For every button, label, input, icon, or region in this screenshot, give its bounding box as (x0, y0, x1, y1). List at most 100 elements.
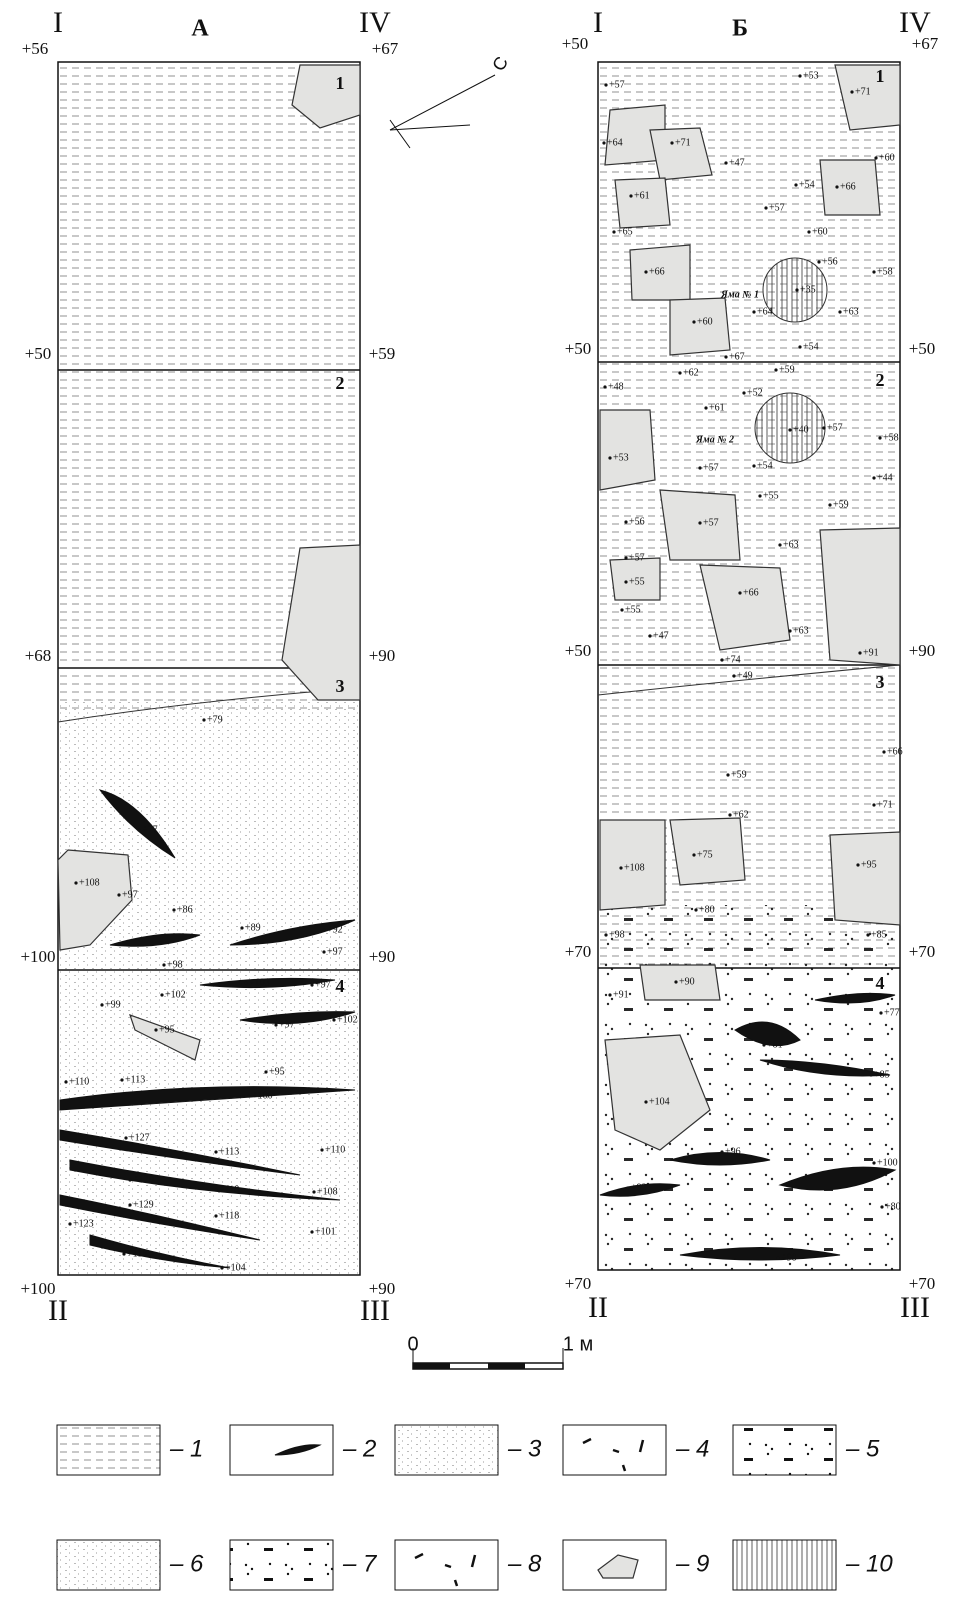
point-marker (220, 1266, 224, 1270)
legend-swatch (732, 1424, 837, 1476)
point-elevation: +61 (634, 190, 650, 201)
point-marker (160, 993, 164, 997)
point-marker (807, 230, 811, 234)
point-elevation: +64 (757, 306, 773, 317)
point-marker (879, 1011, 883, 1015)
point-elevation: +123 (73, 1218, 94, 1229)
point-elevation: +85 (874, 1069, 890, 1080)
point-elevation: +98 (167, 959, 183, 970)
elevation-label: +100 (20, 1279, 55, 1298)
pit-label: Яма № 2 (695, 434, 734, 445)
point-elevation: +110 (325, 1144, 345, 1155)
layer-number: 2 (336, 373, 345, 393)
panel-b-drawing (597, 61, 901, 1271)
point-marker (644, 270, 648, 274)
point-marker (752, 464, 756, 468)
point-marker (124, 1136, 128, 1140)
point-elevation: +54 (757, 460, 773, 471)
point-marker (602, 141, 606, 145)
scale-label: 1 м (563, 1333, 593, 1355)
point-elevation: +100 (877, 1157, 898, 1168)
point-marker (724, 355, 728, 359)
panel-title: А (191, 16, 209, 42)
corner-label: II (48, 1294, 68, 1327)
point-elevation: +129 (133, 1174, 154, 1185)
point-elevation: +118 (219, 1184, 239, 1195)
point-marker (247, 1094, 251, 1098)
point-marker (240, 926, 244, 930)
point-elevation: +60 (879, 152, 895, 163)
point-elevation: +96 (725, 1146, 741, 1157)
point-elevation: +60 (697, 316, 713, 327)
point-elevation: +53 (613, 452, 629, 463)
point-elevation: +91 (613, 989, 629, 1000)
point-elevation: +101 (315, 1226, 336, 1237)
point-elevation: +90 (679, 976, 695, 987)
elevation-label: +59 (369, 344, 396, 363)
elevation-label: +67 (372, 39, 399, 58)
point-marker (214, 1214, 218, 1218)
point-elevation: +58 (877, 266, 893, 277)
point-marker (128, 1203, 132, 1207)
point-marker (795, 288, 799, 292)
point-marker (692, 853, 696, 857)
point-marker (764, 206, 768, 210)
point-marker (678, 371, 682, 375)
layer-number: 4 (876, 973, 885, 993)
point-marker (74, 881, 78, 885)
point-marker (742, 391, 746, 395)
layer-number: 1 (876, 66, 885, 86)
point-elevation: +98 (609, 929, 625, 940)
legend-swatch (229, 1424, 334, 1476)
point-marker (698, 521, 702, 525)
point-elevation: +58 (883, 432, 899, 443)
point-marker (698, 466, 702, 470)
point-elevation: +62 (733, 809, 749, 820)
point-elevation: +102 (165, 989, 186, 1000)
point-elevation: +79 (207, 714, 223, 725)
point-elevation: +57 (629, 552, 645, 563)
layer-number: 1 (336, 73, 345, 93)
point-marker (120, 1078, 124, 1082)
point-elevation: +47 (653, 630, 669, 641)
point-elevation: +95 (861, 859, 877, 870)
point-elevation: +44 (877, 472, 893, 483)
point-elevation: +113 (125, 1074, 145, 1085)
point-elevation: +74 (725, 654, 741, 665)
point-marker (68, 1222, 72, 1226)
point-elevation: +110 (69, 1076, 89, 1087)
elevation-label: +50 (565, 641, 592, 660)
point-marker (202, 718, 206, 722)
point-marker (128, 1178, 132, 1182)
corner-label: III (360, 1294, 390, 1327)
point-elevation: +59 (833, 499, 849, 510)
point-marker (694, 908, 698, 912)
point-marker (670, 141, 674, 145)
point-elevation: +81 (767, 1039, 783, 1050)
scale-label: 0 (407, 1333, 418, 1355)
elevation-label: +70 (909, 1274, 936, 1293)
point-elevation: +57 (703, 462, 719, 473)
scale-bar (412, 1348, 564, 1370)
point-marker (619, 866, 623, 870)
elevation-label: +56 (22, 39, 49, 58)
point-elevation: +80 (885, 1201, 901, 1212)
point-elevation: +63 (843, 306, 859, 317)
point-elevation: +56 (822, 256, 838, 267)
point-marker (264, 1070, 268, 1074)
elevation-label: +50 (565, 339, 592, 358)
point-marker (620, 608, 624, 612)
point-elevation: +129 (133, 1199, 154, 1210)
point-elevation: +97 (279, 1019, 295, 1030)
point-marker (172, 908, 176, 912)
point-marker (872, 803, 876, 807)
legend-icon (597, 1554, 639, 1579)
point-elevation: +57 (703, 517, 719, 528)
point-elevation: +92 (327, 924, 343, 935)
point-elevation: +55 (763, 490, 779, 501)
point-elevation: +66 (840, 181, 856, 192)
point-marker (817, 260, 821, 264)
point-marker (752, 310, 756, 314)
legend-swatch (56, 1539, 161, 1591)
